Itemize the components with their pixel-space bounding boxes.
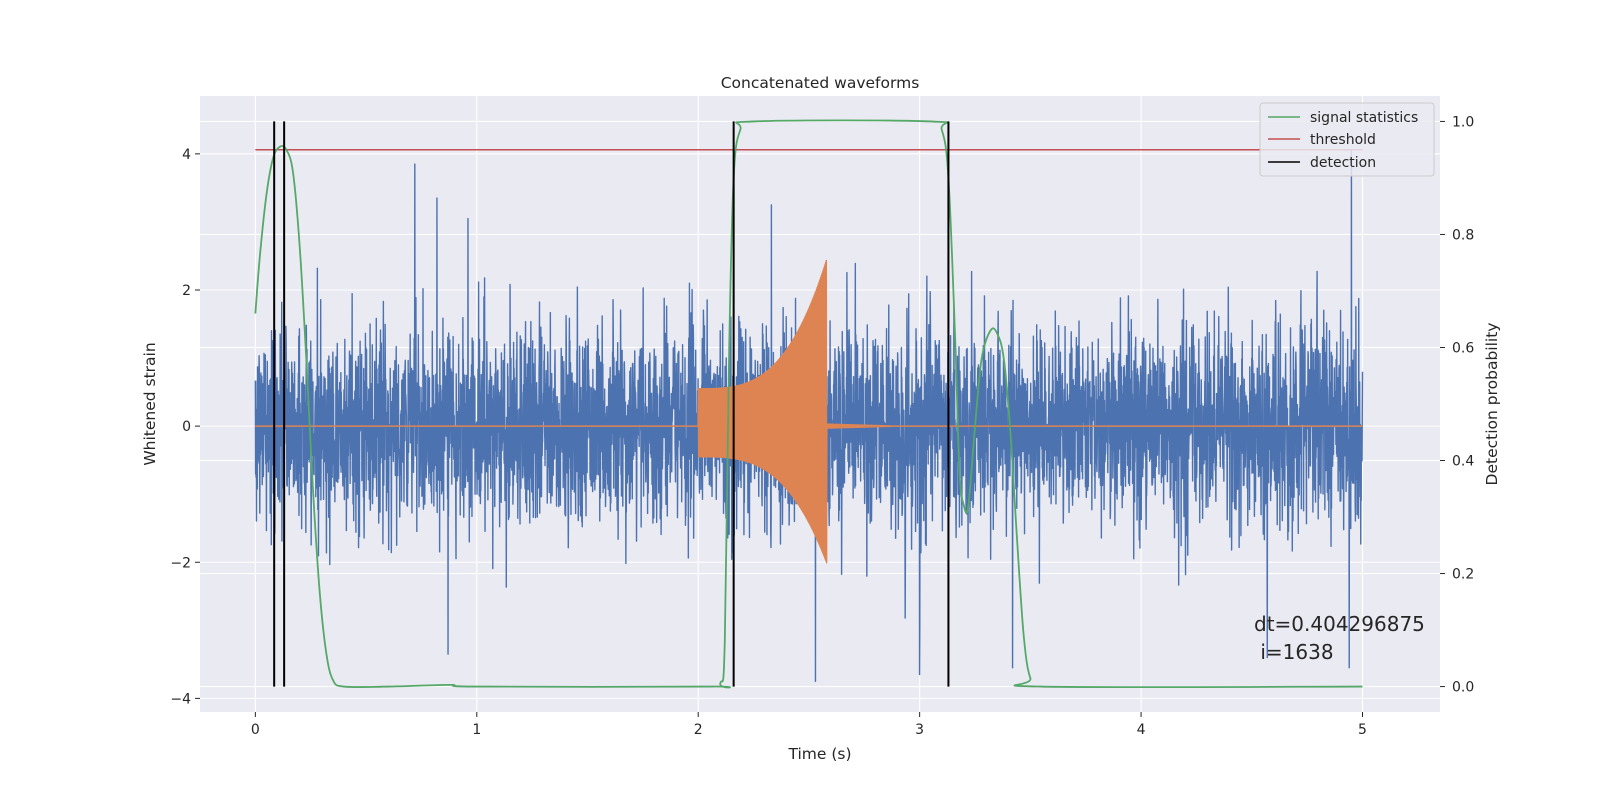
- y-left-tick-label: −4: [170, 691, 191, 707]
- ticks: 0 1 2 3 4 5 −4 −2 0 2 4 0.0 0.2 0.4 0.6 0.8 1.0: [170, 114, 1474, 738]
- legend: signal statistics threshold detection: [1259, 102, 1435, 177]
- signal-statistics-series: [254, 119, 1363, 689]
- y-right-tick-label: 0.2: [1452, 567, 1474, 583]
- y-left-tick-label: 4: [182, 147, 191, 163]
- annotation-dt: dt=0.404296875: [1254, 612, 1425, 636]
- x-tick-label: 4: [1137, 722, 1146, 738]
- y-left-tick-label: 2: [182, 283, 191, 299]
- legend-label-threshold: threshold: [1310, 132, 1376, 148]
- waveform-line: [254, 259, 1363, 564]
- y-right-tick-label: 1.0: [1452, 114, 1474, 130]
- detection-series: [273, 121, 950, 687]
- legend-label-detection: detection: [1310, 155, 1376, 171]
- x-tick-label: 5: [1358, 722, 1367, 738]
- x-tick-label: 2: [694, 722, 703, 738]
- y-axis-left-label: Whitened strain: [141, 342, 159, 465]
- chirp-series: [254, 259, 1363, 564]
- legend-box: [1259, 102, 1435, 177]
- y-right-tick-label: 0.6: [1452, 340, 1474, 356]
- x-axis-label: Time (s): [787, 745, 851, 763]
- chart-title: Concatenated waveforms: [721, 74, 920, 92]
- legend-label-signal-statistics: signal statistics: [1310, 110, 1418, 126]
- y-left-tick-label: −2: [170, 555, 191, 571]
- x-tick-label: 3: [915, 722, 924, 738]
- y-right-tick-label: 0.0: [1452, 680, 1474, 696]
- y-axis-right-label: Detection probability: [1483, 323, 1501, 486]
- x-tick-label: 0: [251, 722, 260, 738]
- y-right-tick-label: 0.4: [1452, 454, 1474, 470]
- y-left-tick-label: 0: [182, 419, 191, 435]
- annotation-index: i=1638: [1254, 640, 1334, 664]
- x-tick-label: 1: [472, 722, 481, 738]
- signal-statistics-line: [254, 119, 1363, 689]
- y-right-tick-label: 0.8: [1452, 227, 1474, 243]
